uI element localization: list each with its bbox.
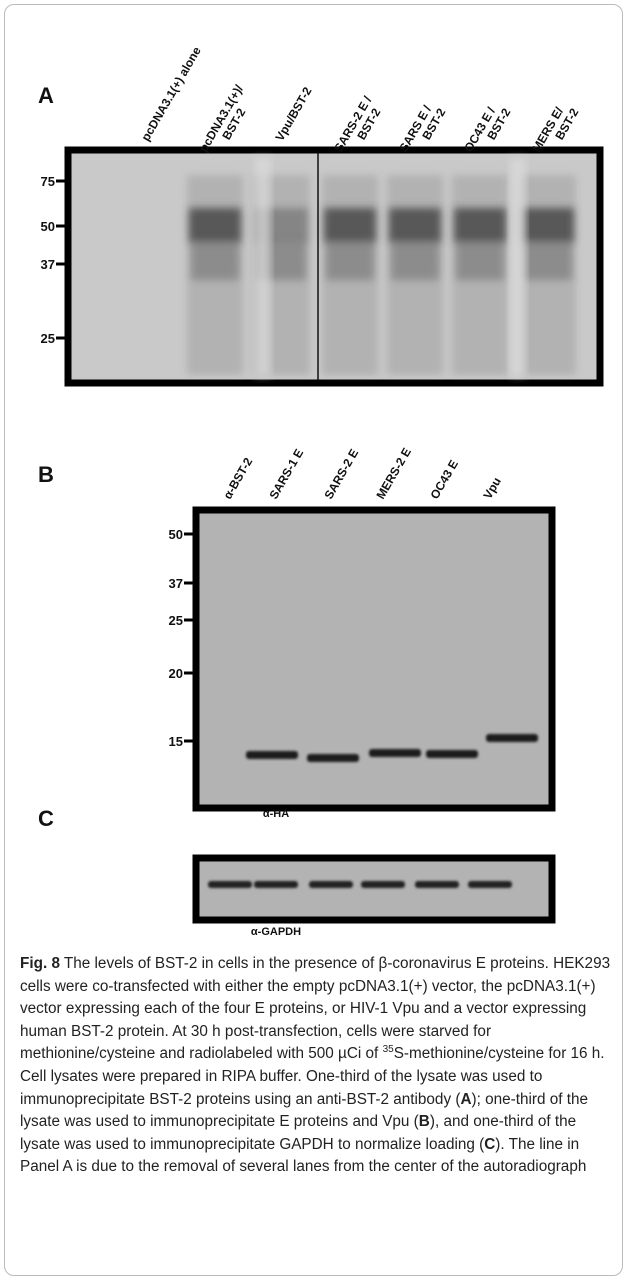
caption-text: The levels of BST-2 in cells in the pres… [20,955,611,1063]
band [191,240,239,280]
caption-text: ); one-third of the lysate was used to i… [20,1090,588,1131]
lane-label: pcDNA3.1(+) alone [138,44,203,143]
band [524,240,572,280]
band [246,751,298,759]
caption-ref: A [460,1090,472,1108]
marker-label: 15 [169,734,183,749]
lane-label: Vpu [480,475,503,502]
band [324,208,376,242]
marker-label: 25 [169,613,183,628]
band [208,881,252,888]
caption-text: ), and one-third of the lysate was used … [20,1113,577,1153]
lane-label-line: Vpu/BST-2 [272,84,314,143]
lane-label-line: SARS-2 E [321,447,361,502]
band [307,754,359,762]
panel-label: A [38,83,54,108]
gel [192,854,556,924]
caption-label: Fig. 8 [20,955,60,972]
blot-label: α-GAPDH [251,926,301,938]
caption: Fig. 8 The levels of BST-2 in cells in t… [20,953,616,1179]
lane-label-line: OC43 E [427,458,460,502]
marker-label: 75 [41,174,55,189]
lane-label: SARS-2 E [321,447,361,502]
lane-light [510,158,526,376]
caption-text: ). The line in Panel A is due to the rem… [20,1135,587,1176]
lane-label-line: MERS-2 E [373,445,413,501]
lane-label: MERS-2 E [373,445,413,501]
band [391,240,439,280]
marker-label: 50 [169,527,183,542]
band [309,881,353,888]
panel-label: B [38,462,54,487]
caption-ref: C [484,1135,496,1153]
lane-label-line: pcDNA3.1(+) alone [138,44,203,143]
band [468,881,512,888]
band [326,240,374,280]
band [454,208,506,242]
panel-label: C [38,806,54,831]
lane-light [255,158,271,376]
lane-label-line: Vpu [480,475,503,502]
gel [192,506,556,812]
band [426,750,478,758]
band [189,208,241,242]
lane-label: α-BST-2 [220,455,255,502]
band [415,881,459,888]
band [456,240,504,280]
blot-label: α-HA [263,808,289,820]
band [522,208,574,242]
marker-label: 37 [169,576,183,591]
marker-label: 37 [41,257,55,272]
lane-label: SARS-1 E [266,447,306,502]
caption-sup: 35 [382,1044,394,1056]
figure-frame [4,4,623,1276]
lane-label-line: α-BST-2 [220,455,255,502]
lane-label: OC43 E [427,458,460,502]
caption-ref: B [418,1113,430,1131]
marker-label: 20 [169,666,183,681]
lane-label-line: SARS-1 E [266,447,306,502]
band [361,881,405,888]
marker-label: 25 [41,331,55,346]
band [486,734,538,742]
lane-label: Vpu/BST-2 [272,84,314,143]
marker-label: 50 [41,219,55,234]
band [254,881,298,888]
caption-text: S-methionine/cysteine for 16 h. Cell lys… [20,1045,605,1108]
band [389,208,441,242]
band [369,749,421,757]
